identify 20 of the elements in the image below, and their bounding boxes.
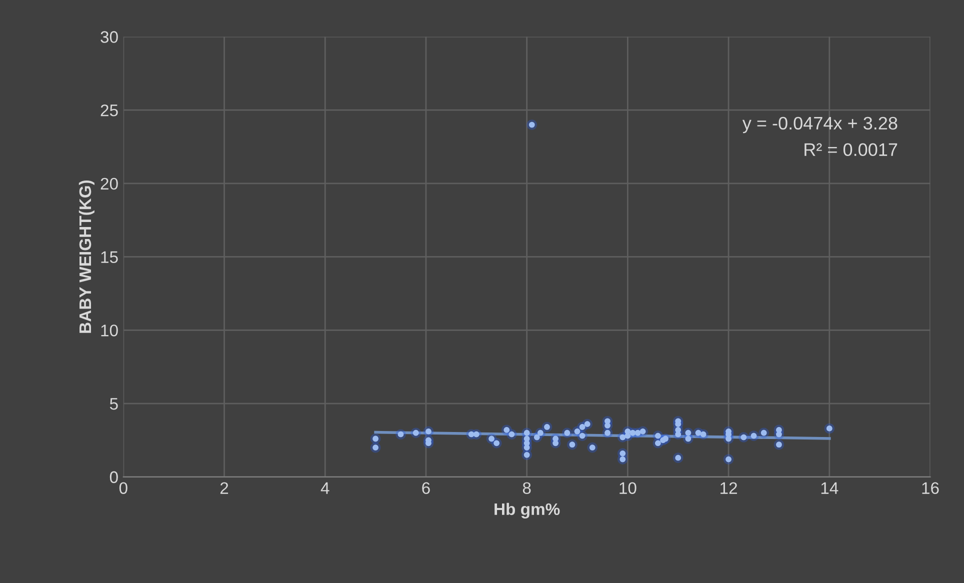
y-tick-label: 30 [100,31,118,43]
y-tick-label: 25 [100,104,118,116]
x-tick-label: 6 [422,482,430,494]
x-tick-label: 10 [620,482,636,494]
x-axis-title: Hb gm% [494,502,560,518]
x-tick-label: 16 [922,482,939,494]
y-tick-label: 0 [110,471,118,484]
x-tick-label: 0 [119,482,128,494]
x-tick-label: 12 [720,482,737,494]
x-tick-label: 8 [522,482,531,494]
y-tick-label: 5 [110,398,118,410]
x-tick-label: 4 [320,482,330,494]
annotation: y = -0.0474x + 3.28 [742,116,898,134]
y-tick-label: 20 [100,178,118,190]
y-axis-title: BABY WEIGHT(KG) [78,180,94,333]
x-tick-label: 2 [220,482,228,494]
x-tick-label: 14 [821,482,838,494]
y-tick-label: 10 [101,324,118,336]
annotation: R² = 0.0017 [804,143,898,156]
y-tick-label: 15 [101,251,118,264]
